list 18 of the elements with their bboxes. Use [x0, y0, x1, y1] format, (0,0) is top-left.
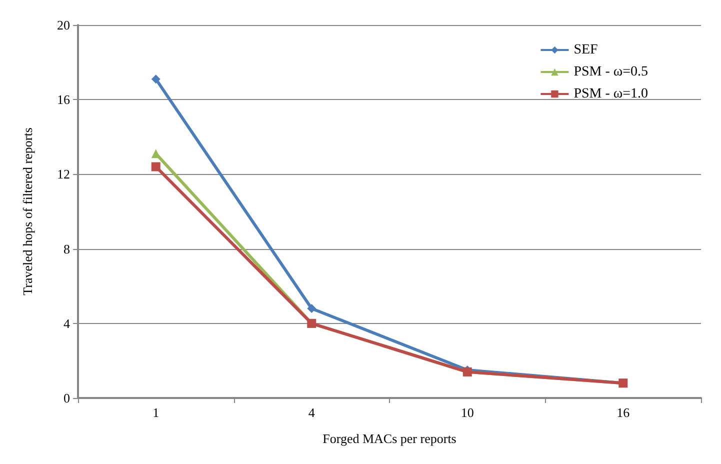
x-axis-title: Forged MACs per reports [322, 431, 456, 446]
x-tick-label: 4 [308, 405, 316, 420]
y-tick-label: 8 [64, 241, 70, 256]
y-tick-label: 4 [64, 316, 70, 331]
point [307, 304, 316, 313]
point [151, 162, 160, 172]
y-axis-title: Traveled hops of filtered reports [20, 128, 35, 296]
point [151, 74, 160, 84]
legend-label: PSM - ω=1.0 [574, 86, 648, 102]
y-tick-label: 16 [57, 92, 70, 108]
y-tick-label: 0 [64, 390, 70, 406]
legend-label: SEF [574, 42, 598, 58]
x-tick-label: 1 [152, 405, 160, 420]
y-tick-label: 20 [57, 18, 70, 32]
x-tick-label: 10 [460, 405, 474, 420]
legend-label: PSM - ω=0.5 [574, 64, 648, 80]
x-tick-label: 16 [616, 405, 630, 420]
y-tick-label: 12 [57, 166, 70, 182]
